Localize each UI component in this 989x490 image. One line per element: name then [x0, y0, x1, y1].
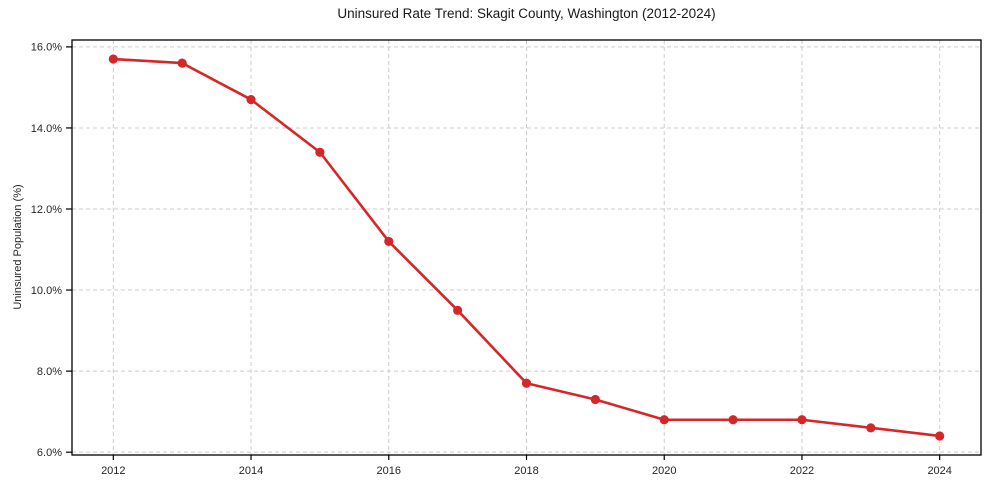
data-point-marker	[797, 415, 807, 425]
data-point-marker	[384, 236, 394, 247]
data-point-marker	[728, 415, 738, 425]
x-tick-label: 2018	[514, 465, 538, 477]
x-tick-label: 2024	[927, 465, 951, 477]
data-point-marker	[453, 305, 463, 315]
x-tick-label: 2022	[790, 465, 814, 477]
x-tick-label: 2012	[101, 465, 125, 477]
y-tick-label: 12.0%	[31, 204, 62, 216]
data-point-marker	[246, 94, 256, 105]
y-tick-label: 6.0%	[37, 447, 62, 459]
data-point-marker	[590, 394, 600, 405]
data-point-marker	[177, 58, 187, 68]
x-tick-label: 2020	[652, 465, 676, 477]
x-tick-label: 2016	[377, 465, 401, 477]
y-tick-label: 16.0%	[31, 42, 62, 54]
y-tick-label: 10.0%	[31, 285, 62, 297]
data-point-marker	[659, 415, 669, 425]
data-point-marker	[935, 431, 945, 441]
data-point-marker	[315, 147, 325, 157]
data-point-marker	[866, 423, 876, 433]
y-tick-label: 14.0%	[31, 123, 62, 135]
y-tick-label: 8.0%	[37, 366, 62, 378]
data-point-marker	[521, 378, 532, 388]
x-tick-label: 2014	[239, 465, 263, 477]
chart-title: Uninsured Rate Trend: Skagit County, Was…	[337, 6, 716, 21]
data-point-marker	[108, 54, 118, 64]
